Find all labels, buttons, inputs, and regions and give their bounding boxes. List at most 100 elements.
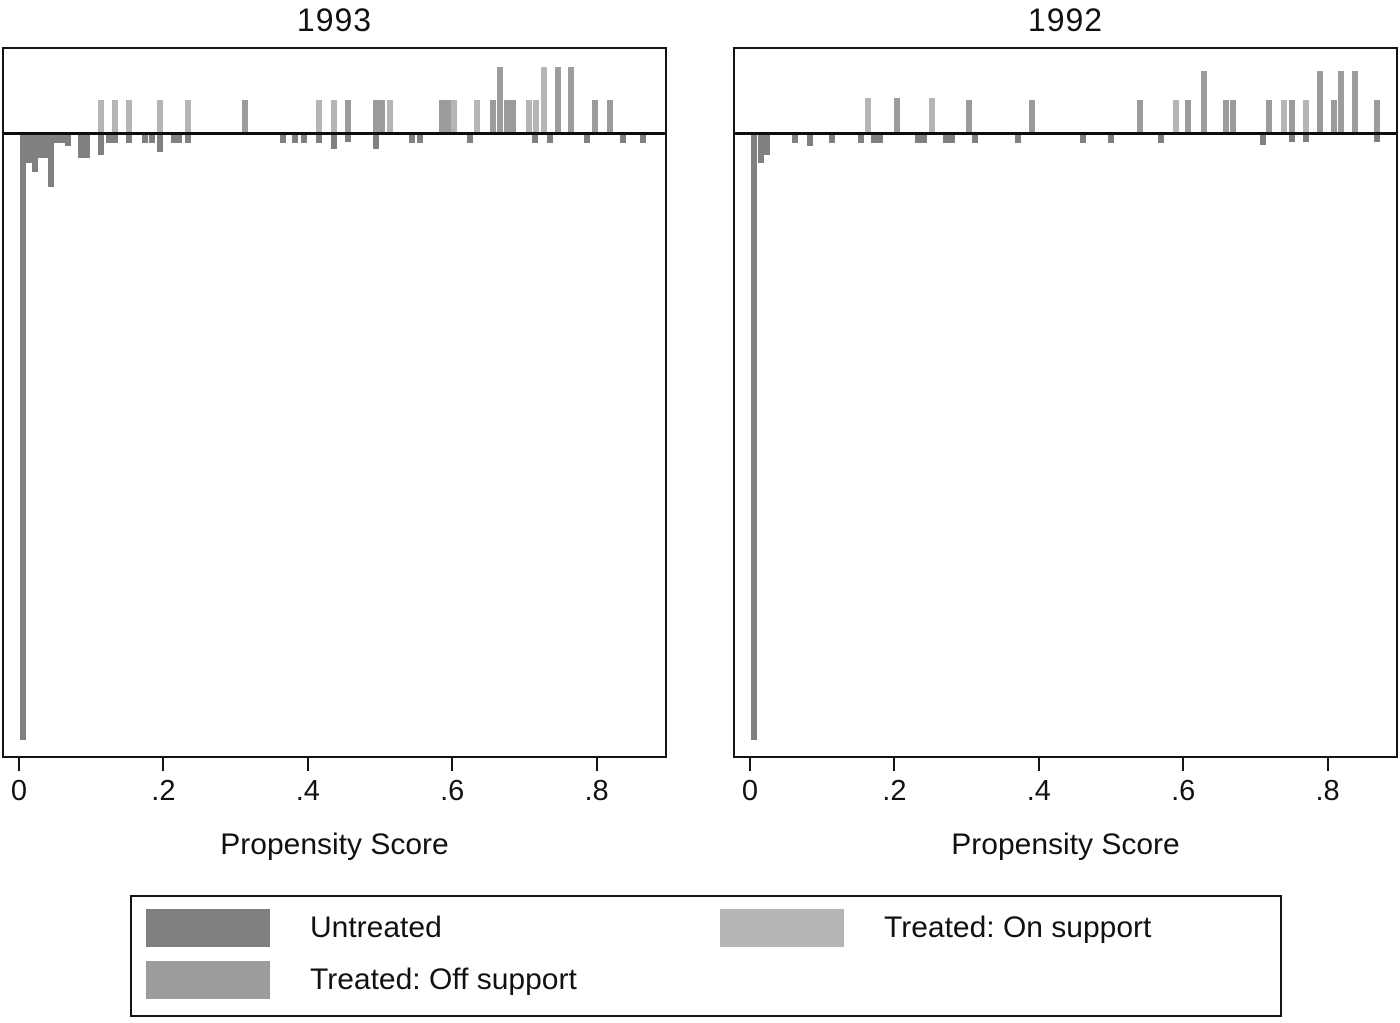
untreated-bar: [467, 133, 474, 143]
legend-swatch: [146, 909, 270, 947]
treated-bar: [473, 100, 480, 133]
x-tick: [162, 758, 165, 771]
untreated-bar: [344, 133, 351, 142]
treated-bar: [112, 100, 119, 133]
x-tick: [306, 758, 309, 771]
untreated-bar: [112, 133, 119, 143]
treated-bar: [1266, 100, 1273, 133]
plot-area-1992: [733, 47, 1398, 758]
treated-bar: [1337, 71, 1344, 133]
x-tick: [893, 758, 896, 771]
treated-bar: [439, 100, 446, 133]
legend-box: Untreated Treated: Off support Treated: On…: [130, 895, 1282, 1017]
x-tick-label: .6: [1171, 775, 1196, 807]
treated-bar: [1288, 100, 1295, 133]
untreated-bar: [176, 133, 183, 143]
treated-bar: [1352, 71, 1359, 133]
treated-bar: [1373, 100, 1380, 133]
x-axis-1992: 0 .2 .4 .6 .8: [733, 758, 1398, 828]
untreated-bar: [1373, 133, 1380, 142]
treated-bar: [1230, 100, 1237, 133]
treated-bar: [330, 100, 337, 133]
untreated-bar: [184, 133, 191, 143]
treated-bar: [568, 67, 575, 133]
untreated-bar: [1079, 133, 1086, 143]
treated-bar: [126, 100, 133, 133]
untreated-bar: [1288, 133, 1295, 142]
untreated-bar: [31, 133, 38, 172]
x-axis-1993: 0 .2 .4 .6 .8: [2, 758, 667, 828]
untreated-bar: [858, 133, 865, 143]
x-tick-label: .4: [295, 775, 320, 807]
legend-label: Untreated: [310, 911, 442, 944]
treated-bar: [592, 100, 599, 133]
treated-bar: [372, 100, 379, 133]
legend-swatch: [146, 961, 270, 999]
x-tick-label: .2: [882, 775, 907, 807]
x-tick: [1182, 758, 1185, 771]
treated-bar: [606, 100, 613, 133]
untreated-bar: [1157, 133, 1164, 143]
treated-bar: [156, 100, 163, 133]
untreated-bar: [372, 133, 379, 149]
treated-bar: [450, 100, 457, 133]
legend-item: Treated: On support: [720, 909, 1151, 947]
zero-line: [735, 132, 1396, 135]
plot-area-1993: [2, 47, 667, 758]
treated-bar: [387, 100, 394, 133]
untreated-bar: [142, 133, 149, 143]
untreated-bar: [1108, 133, 1114, 143]
x-tick: [18, 758, 20, 771]
treated-bar: [379, 100, 386, 133]
x-tick-label: .2: [151, 775, 176, 807]
untreated-bar: [584, 133, 591, 143]
x-tick-label: .8: [584, 775, 609, 807]
untreated-bar: [806, 133, 813, 146]
x-tick: [749, 758, 751, 771]
treated-bar: [928, 98, 935, 133]
untreated-bar: [792, 133, 799, 143]
x-tick-label: .8: [1315, 775, 1340, 807]
x-tick-label: .4: [1026, 775, 1051, 807]
untreated-bar: [763, 133, 770, 155]
untreated-bar: [416, 133, 423, 143]
zero-line: [4, 132, 665, 135]
untreated-bar: [750, 133, 757, 740]
treated-bar: [509, 100, 516, 133]
treated-bar: [496, 67, 503, 133]
untreated-bar: [914, 133, 921, 143]
untreated-bar: [148, 133, 155, 143]
legend-item: Treated: Off support: [146, 961, 577, 999]
treated-bar: [315, 100, 322, 133]
treated-bar: [489, 100, 496, 133]
panel-title-1992: 1992: [1027, 2, 1104, 38]
untreated-bar: [620, 133, 627, 143]
treated-bar: [864, 98, 871, 133]
untreated-bar: [42, 133, 49, 158]
untreated-bar: [828, 133, 835, 143]
x-tick: [1326, 758, 1329, 771]
panel-title-1993: 1993: [296, 2, 373, 38]
x-tick-label: .6: [440, 775, 465, 807]
treated-bar: [1201, 71, 1208, 133]
treated-bar: [554, 67, 561, 133]
untreated-bar: [78, 133, 85, 158]
treated-bar: [1331, 100, 1338, 133]
untreated-bar: [330, 133, 337, 149]
untreated-bar: [26, 133, 33, 163]
untreated-bar: [156, 133, 163, 152]
untreated-bar: [280, 133, 287, 143]
treated-bar: [1172, 100, 1179, 133]
untreated-bar: [54, 133, 61, 143]
untreated-bar: [876, 133, 883, 143]
treated-bar: [532, 100, 539, 133]
untreated-bar: [126, 133, 133, 143]
x-tick-label: 0: [10, 775, 28, 807]
untreated-bar: [639, 133, 646, 143]
treated-bar: [894, 98, 901, 133]
x-tick: [451, 758, 454, 771]
treated-bar: [504, 100, 511, 133]
treated-bar: [1281, 100, 1288, 133]
treated-bar: [344, 100, 351, 133]
